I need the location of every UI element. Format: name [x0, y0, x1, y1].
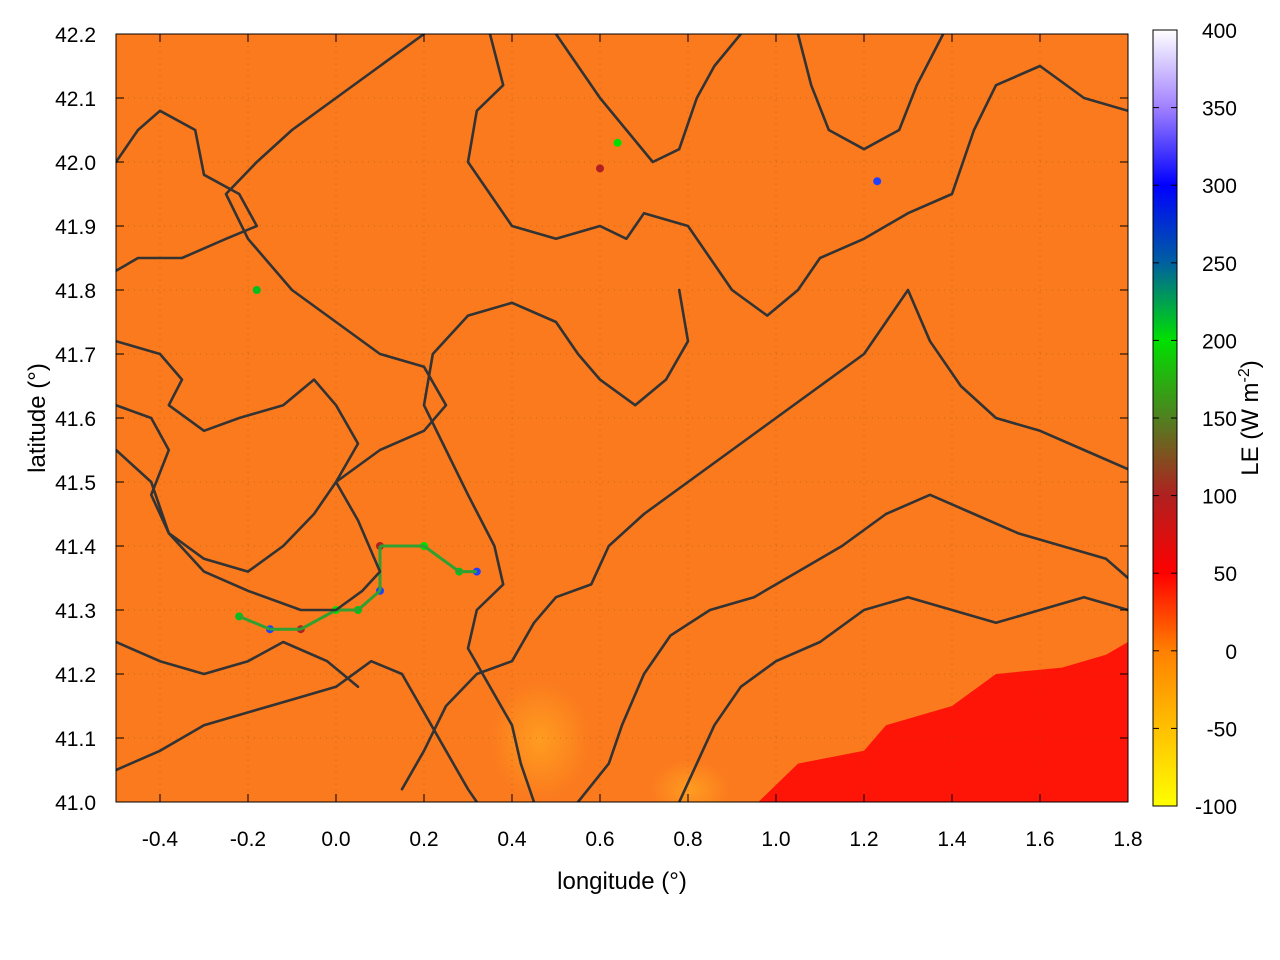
river-hotspot [873, 177, 882, 186]
y-tick-label: 41.8 [55, 280, 96, 303]
x-tick-label: 1.6 [1025, 828, 1054, 851]
x-tick-label: 0.2 [409, 828, 438, 851]
river-hotspot [596, 164, 604, 173]
y-tick-labels: 41.0 41.1 41.2 41.3 41.4 41.5 41.6 41.7 41.8 41.9… [55, 24, 96, 815]
colorbar-tick-label: 150 [1202, 408, 1237, 431]
x-tick-label: 1.4 [937, 828, 967, 851]
river-hotspot [613, 138, 622, 147]
colorbar-tick-label: -100 [1195, 796, 1237, 819]
heatmap-field [116, 34, 1128, 802]
warm-region [490, 680, 590, 800]
river-segment [423, 544, 461, 573]
colorbar-tick-labels: -100 -50 0 50 100 150 200 250 300 350 400 [1195, 20, 1237, 819]
y-tick-label: 42.2 [55, 24, 96, 47]
river-hotspot [252, 286, 261, 294]
contour-line [554, 34, 743, 164]
y-tick-label: 41.4 [55, 536, 96, 559]
warm-region [650, 760, 730, 802]
river-segment [300, 608, 337, 631]
contour-line [400, 288, 1128, 791]
contour-line [116, 339, 360, 573]
contour-lines [116, 34, 1128, 802]
colorbar-label: LE (W m-2) [1236, 360, 1264, 476]
y-tick-label: 41.0 [55, 792, 96, 815]
y-tick-label: 41.6 [55, 408, 96, 431]
colorbar-tick-label: 50 [1214, 563, 1237, 586]
x-tick-label: -0.4 [142, 828, 179, 851]
x-tick-label: 1.0 [761, 828, 790, 851]
contour-line [116, 659, 479, 802]
contour-line [576, 493, 1128, 802]
x-tick-label: 0.0 [321, 828, 350, 851]
x-tick-labels: -0.4 -0.2 0.0 0.2 0.4 0.6 0.8 1.0 1.2 1.4 1.6 1.8 [142, 828, 1143, 851]
y-tick-label: 41.3 [55, 600, 96, 623]
x-tick-label: 1.2 [849, 828, 878, 851]
contour-line [116, 34, 448, 612]
y-tick-label: 41.7 [55, 344, 96, 367]
colorbar-tick-label: 300 [1202, 175, 1237, 198]
x-tick-label: -0.2 [230, 828, 266, 851]
river-segment [238, 615, 271, 631]
colorbar-tick-label: 100 [1202, 486, 1237, 509]
heatmap-plot-area [116, 34, 1128, 802]
contour-line [116, 640, 360, 689]
x-axis-label: longitude (°) [557, 868, 687, 895]
y-tick-label: 41.5 [55, 472, 96, 495]
contour-line [677, 595, 1128, 802]
colorbar-tick-label: 250 [1202, 253, 1237, 276]
colorbar-label-superscript: -2 [1236, 368, 1253, 382]
contour-line [422, 288, 690, 802]
colorbar-tick-label: 400 [1202, 20, 1237, 43]
x-tick-label: 1.8 [1113, 828, 1142, 851]
colorbar-tick-label: 200 [1202, 330, 1237, 353]
y-tick-label: 42.0 [55, 152, 96, 175]
contour-line [466, 34, 1128, 317]
contour-line [796, 34, 945, 151]
colorbar-tick-label: -50 [1207, 718, 1237, 741]
contour-line [116, 109, 259, 273]
colorbar-tick-label: 0 [1225, 641, 1237, 664]
sea-region [758, 642, 1128, 802]
y-tick-label: 41.2 [55, 664, 96, 687]
colorbar-label-main: LE (W m [1237, 382, 1264, 475]
x-tick-label: 0.6 [585, 828, 614, 851]
colorbar-ticks [1153, 29, 1177, 807]
y-tick-label: 42.1 [55, 88, 96, 111]
colorbar-label-suffix: ) [1237, 360, 1264, 368]
x-tick-label: 0.4 [497, 828, 527, 851]
colorbar: -100 -50 0 50 100 150 200 250 300 350 400 LE (W m-… [1152, 20, 1264, 819]
x-tick-label: 0.8 [673, 828, 702, 851]
y-tick-label: 41.9 [55, 216, 96, 239]
y-axis-label: latitude (°) [24, 363, 51, 473]
y-tick-label: 41.1 [55, 728, 96, 751]
colorbar-tick-label: 350 [1202, 98, 1237, 121]
axis-ticks [116, 33, 1129, 803]
river-segment [357, 589, 381, 612]
